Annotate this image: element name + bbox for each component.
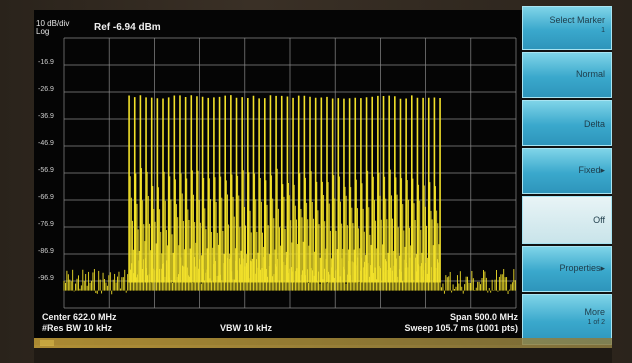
y-tick-label: -56.9 bbox=[38, 167, 54, 174]
sweep-time: Sweep 105.7 ms (1001 pts) bbox=[404, 323, 518, 333]
y-tick-label: -16.9 bbox=[38, 59, 54, 66]
softkey-label: Delta bbox=[583, 119, 605, 129]
spectrum-trace bbox=[63, 95, 516, 295]
span: Span 500.0 MHz bbox=[449, 312, 518, 322]
status-bar bbox=[34, 338, 612, 348]
softkey-label: Properties▸ bbox=[559, 263, 605, 273]
softkey-sublabel: 1 of 2 bbox=[587, 319, 605, 326]
softkey-label: Select Marker bbox=[549, 15, 605, 25]
softkey-label: Fixed▸ bbox=[578, 165, 605, 175]
y-tick-label: -76.9 bbox=[38, 221, 54, 228]
softkey-label: Off bbox=[593, 215, 605, 225]
scale-per-div: 10 dB/div bbox=[36, 19, 70, 28]
reference-level: Ref -6.94 dBm bbox=[94, 22, 161, 33]
softkey-panel: Select Marker 1 Normal Delta Fixed▸ Off … bbox=[522, 6, 612, 345]
bezel-bottom bbox=[34, 348, 612, 363]
normal-softkey[interactable]: Normal bbox=[522, 52, 612, 98]
y-tick-label: -46.9 bbox=[38, 140, 54, 147]
delta-softkey[interactable]: Delta bbox=[522, 100, 612, 146]
fixed-softkey[interactable]: Fixed▸ bbox=[522, 148, 612, 194]
scale-mode: Log bbox=[36, 27, 50, 36]
softkey-label: More bbox=[584, 307, 605, 317]
spectrum-graph bbox=[63, 37, 517, 309]
analyzer-screen: 10 dB/div Log Ref -6.94 dBm -16.9 -26.9 … bbox=[34, 6, 612, 345]
y-tick-label: -96.9 bbox=[38, 275, 54, 282]
y-tick-label: -86.9 bbox=[38, 248, 54, 255]
plot-area: 10 dB/div Log Ref -6.94 dBm -16.9 -26.9 … bbox=[34, 10, 520, 345]
more-softkey[interactable]: More 1 of 2 bbox=[522, 294, 612, 345]
softkey-label: Normal bbox=[575, 69, 605, 79]
resolution-bandwidth: #Res BW 10 kHz bbox=[42, 323, 113, 333]
center-frequency: Center 622.0 MHz bbox=[42, 312, 117, 322]
y-tick-label: -26.9 bbox=[38, 86, 54, 93]
y-tick-label: -66.9 bbox=[38, 194, 54, 201]
properties-softkey[interactable]: Properties▸ bbox=[522, 246, 612, 292]
select-marker-softkey[interactable]: Select Marker 1 bbox=[522, 6, 612, 50]
softkey-sublabel: 1 bbox=[601, 27, 605, 34]
off-softkey[interactable]: Off bbox=[522, 196, 612, 244]
video-bandwidth: VBW 10 kHz bbox=[220, 323, 273, 333]
y-tick-label: -36.9 bbox=[38, 113, 54, 120]
status-indicator bbox=[40, 340, 54, 346]
